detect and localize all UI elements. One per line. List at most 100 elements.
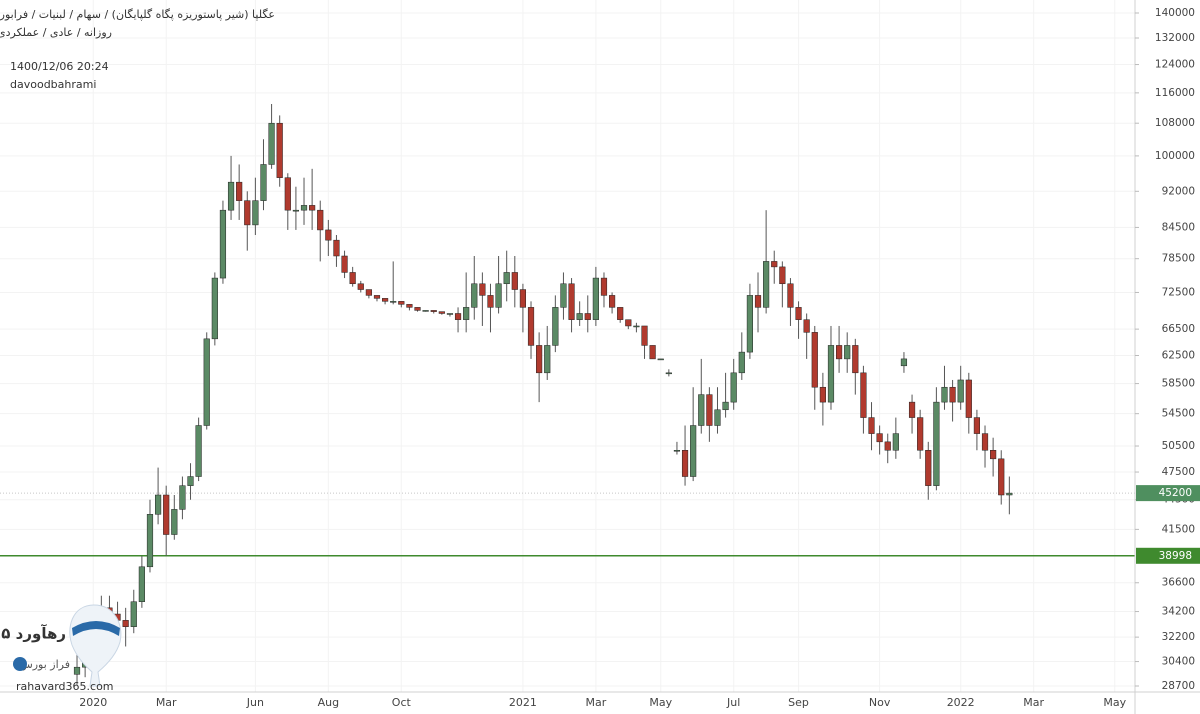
candle-body <box>827 345 835 403</box>
y-tick-label: 124000 <box>1155 59 1195 71</box>
y-tick-label: 58500 <box>1162 378 1195 390</box>
candle-body <box>617 307 624 320</box>
candle-body <box>811 332 818 388</box>
candle-body <box>398 301 405 305</box>
candle-body <box>981 433 989 451</box>
timestamp: 1400/12/06 20:24 <box>10 60 109 73</box>
candle-body <box>195 425 202 477</box>
candle-body <box>803 319 810 333</box>
author: davoodbahrami <box>10 78 96 91</box>
y-tick-label: 32200 <box>1162 631 1195 643</box>
candle-body <box>714 409 721 426</box>
x-tick-label: 2021 <box>509 696 537 709</box>
candle-body <box>260 164 267 201</box>
candle-body <box>998 458 1005 496</box>
y-tick-label: 30400 <box>1162 656 1195 668</box>
candle-body <box>600 277 608 296</box>
candle-body <box>973 417 980 434</box>
x-tick-label: Jul <box>726 696 740 709</box>
y-tick-label: 34200 <box>1162 606 1195 618</box>
candle-body <box>908 401 916 418</box>
candle-body <box>227 181 235 211</box>
chart-subtitle: روزانه / عادی / عملکردی <box>0 26 112 39</box>
y-tick-label: 100000 <box>1155 150 1195 162</box>
candle-body <box>511 272 518 290</box>
x-tick-label: Mar <box>585 696 606 709</box>
price-badge <box>1136 485 1200 502</box>
candle-body <box>941 386 948 403</box>
candle-body <box>406 304 413 308</box>
candle-body <box>495 283 502 308</box>
candle-body <box>163 494 170 535</box>
logo-icon <box>13 657 27 671</box>
x-tick-label: Mar <box>156 696 177 709</box>
candle-body <box>130 601 137 627</box>
x-tick-label: Aug <box>318 696 339 709</box>
y-tick-label: 92000 <box>1162 185 1195 197</box>
candle-body <box>706 394 713 426</box>
candle-body <box>463 307 470 320</box>
y-tick-label: 54500 <box>1162 408 1195 420</box>
candle-body <box>933 401 940 486</box>
candle-body <box>795 307 802 320</box>
y-tick-label: 108000 <box>1155 117 1195 129</box>
candle-body <box>373 295 381 299</box>
candle-body <box>1006 492 1013 496</box>
candle-body <box>365 289 372 296</box>
candle-body <box>957 379 964 403</box>
candle-body <box>309 205 316 211</box>
candle-body <box>236 181 243 201</box>
candle-body <box>754 295 762 308</box>
candle-body <box>665 372 672 375</box>
logo-tagline: فراز بورس <box>19 658 70 671</box>
candle-body <box>965 379 972 418</box>
candle-body <box>252 200 259 226</box>
candle-body <box>268 122 275 165</box>
price-label: 38998 <box>1159 550 1192 562</box>
candle-body <box>325 229 332 241</box>
candle-body <box>746 295 753 353</box>
y-tick-label: 132000 <box>1155 32 1195 44</box>
candle-body <box>138 566 145 602</box>
candle-body <box>779 266 786 285</box>
x-tick-label: Nov <box>869 696 891 709</box>
candle-body <box>763 261 770 308</box>
candle-body <box>584 313 591 320</box>
logo-brand: رهآورد ۳۶۵ <box>0 625 66 643</box>
candle-body <box>633 325 640 328</box>
candle-body <box>592 277 599 320</box>
candle-body <box>479 283 486 296</box>
candle-body <box>836 345 843 360</box>
candle-body <box>519 289 526 308</box>
candle-body <box>73 666 81 675</box>
candle-body <box>868 417 875 434</box>
candle-body <box>471 283 478 308</box>
candle-body <box>122 620 129 627</box>
plot-layer <box>0 103 1135 685</box>
candle-body <box>244 200 251 226</box>
candle-body <box>438 311 445 314</box>
x-tick-label: 2022 <box>947 696 975 709</box>
candle-body <box>544 345 551 374</box>
candle-body <box>155 494 162 515</box>
x-tick-label: Oct <box>392 696 412 709</box>
candle-body <box>211 277 218 340</box>
candle-body <box>487 295 494 308</box>
y-tick-label: 72500 <box>1162 286 1195 298</box>
x-tick-label: Sep <box>788 696 809 709</box>
candle-body <box>884 441 891 451</box>
y-tick-label: 116000 <box>1155 87 1195 99</box>
candle-body <box>300 205 308 211</box>
logo-url: rahavard365.com <box>16 680 114 693</box>
candle-body <box>698 394 705 426</box>
y-tick-label: 41500 <box>1162 523 1195 535</box>
y-tick-label: 78500 <box>1162 253 1195 265</box>
candle-body <box>422 310 429 312</box>
y-tick-label: 84500 <box>1162 221 1195 233</box>
x-tick-label: 2020 <box>79 696 107 709</box>
candle-body <box>673 450 681 452</box>
candle-body <box>341 255 348 273</box>
candle-body <box>722 401 729 411</box>
grid-layer <box>0 0 1135 692</box>
candle-body <box>390 301 397 303</box>
